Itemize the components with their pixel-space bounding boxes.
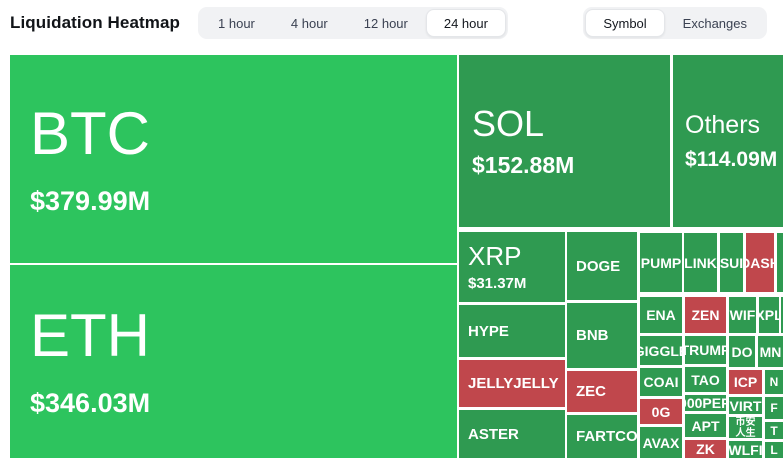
tile-symbol-label: APT [691,417,720,434]
view-toggle-exchanges[interactable]: Exchanges [665,9,765,37]
tile-clipped[interactable] [777,233,783,292]
time-range-1-hour[interactable]: 1 hour [200,9,273,37]
tile-symbol-label: FARTCOIN [576,428,637,445]
tile-pump[interactable]: PUMP [640,233,682,292]
tile-bnb[interactable]: BNB [567,303,637,368]
tile-1000pepe[interactable]: 1000PEPE [685,395,726,411]
tile-symbol-label: TAO [691,371,720,388]
tile-symbol-label: ICP [733,374,758,390]
tile-zen[interactable]: ZEN [685,297,726,333]
tile-symbol-label: MN [759,343,782,360]
tile-avax[interactable]: AVAX [640,427,682,458]
liquidation-treemap: BTC $379.99M ETH $346.03M SOL $152.88M Others $… [10,55,783,458]
tile-apt[interactable]: APT [685,414,726,437]
tile-symbol-label: ETH [30,302,150,369]
tile-symbol-label: DO [731,343,753,360]
tile-t[interactable]: T [765,422,783,439]
tile-symbol-label: DOGE [576,257,621,275]
tile-liquidation-value: $152.88M [472,151,575,178]
view-toggle-symbol[interactable]: Symbol [585,9,665,37]
tile-symbol-label: N [769,375,779,389]
tile-ena[interactable]: ENA [640,297,682,333]
tile-coai[interactable]: COAI [640,368,682,396]
tile-sui[interactable]: SUI [720,233,743,292]
tile-symbol-label: ZEC [576,383,606,400]
tile-aster[interactable]: ASTER [459,410,565,458]
tile-dash[interactable]: DASH [746,233,774,292]
tile-fartcoin[interactable]: FARTCOIN [567,415,637,458]
tile-symbol-label: ASTER [468,425,519,443]
toolbar: Liquidation Heatmap 1 hour 4 hour 12 hour 2… [0,0,783,46]
tile-wif[interactable]: WIF [729,297,756,333]
tile-symbol-label: PUMP [640,254,682,271]
time-range-24-hour[interactable]: 24 hour [425,9,506,37]
tile-symbol-label: HYPE [468,322,509,340]
tile-symbol-label: BNB [576,327,609,344]
tile-symbol-label: 0G [651,403,671,420]
tile-xpl[interactable]: XPL [759,297,779,333]
tile-symbol-label: XPL [759,307,779,323]
tile-symbol-label: COAI [643,374,679,390]
tile-link[interactable]: LINK [684,233,717,292]
tile-symbol-label: SOL [472,102,545,144]
tile-symbol-label: ZEN [691,307,720,323]
tile-zk[interactable]: ZK [685,440,726,458]
tile-tao[interactable]: TAO [685,367,726,392]
tile-symbol-label: XRP [468,241,522,271]
tile-symbol-label: Others [685,110,761,139]
tile-symbol-label: LINK [684,254,717,271]
tile-eth[interactable]: ETH $346.03M [10,265,457,458]
tile-virt[interactable]: VIRT [729,397,762,414]
tile-liquidation-value: $379.99M [30,185,151,216]
tile-hype[interactable]: HYPE [459,305,565,357]
tile-liquidation-value: $346.03M [30,388,151,418]
tile-symbol-label: DASH [746,254,774,271]
tile-f[interactable]: F [765,397,783,419]
tile-symbol-label: 币安人生 [735,417,756,438]
tile-clipped[interactable] [781,297,783,333]
tile-symbol-label: GIGGLE [640,342,682,359]
tile-symbol-label: JELLYJELLY [468,375,559,392]
tile-do[interactable]: DO [729,336,755,367]
time-range-segmented-control: 1 hour 4 hour 12 hour 24 hour [198,7,508,39]
tile-icp[interactable]: ICP [729,370,762,394]
view-toggle-segmented-control: Symbol Exchanges [583,7,767,39]
tile-symbol-label: AVAX [642,434,680,451]
tile-symbol-label: WIF [729,307,756,323]
tile-symbol-label: BTC [30,99,150,167]
tile-zec[interactable]: ZEC [567,371,637,412]
time-range-12-hour[interactable]: 12 hour [346,9,426,37]
tile-symbol-label: F [770,401,778,415]
tile-others[interactable]: Others $114.09M [673,55,783,227]
tile-liquidation-value: $114.09M [685,147,778,171]
tile-0g[interactable]: 0G [640,399,682,424]
tile-l[interactable]: L [765,442,783,458]
tile-symbol-label: TRUMP [685,342,726,358]
tile-xrp[interactable]: XRP $31.37M [459,232,565,302]
tile-币安人生[interactable]: 币安人生 [729,417,762,438]
tile-trump[interactable]: TRUMP [685,336,726,364]
tile-n[interactable]: N [765,370,783,394]
tile-doge[interactable]: DOGE [567,232,637,300]
tile-symbol-label: ZK [696,441,715,457]
tile-btc[interactable]: BTC $379.99M [10,55,457,263]
tile-symbol-label: VIRT [729,397,762,414]
tile-symbol-label: 1000PEPE [685,395,726,411]
tile-sol[interactable]: SOL $152.88M [459,55,670,227]
tile-mn[interactable]: MN [758,336,783,367]
tile-symbol-label: WLFI [729,441,762,458]
tile-symbol-label: L [770,443,778,457]
tile-symbol-label: SUI [720,254,743,271]
tile-jellyjelly[interactable]: JELLYJELLY [459,360,565,407]
time-range-4-hour[interactable]: 4 hour [273,9,346,37]
page-title: Liquidation Heatmap [10,13,181,32]
tile-symbol-label: ENA [646,307,676,323]
tile-wlfi[interactable]: WLFI [729,441,762,458]
tile-liquidation-value: $31.37M [468,275,527,292]
tile-symbol-label: T [770,423,778,438]
tile-giggle[interactable]: GIGGLE [640,336,682,365]
